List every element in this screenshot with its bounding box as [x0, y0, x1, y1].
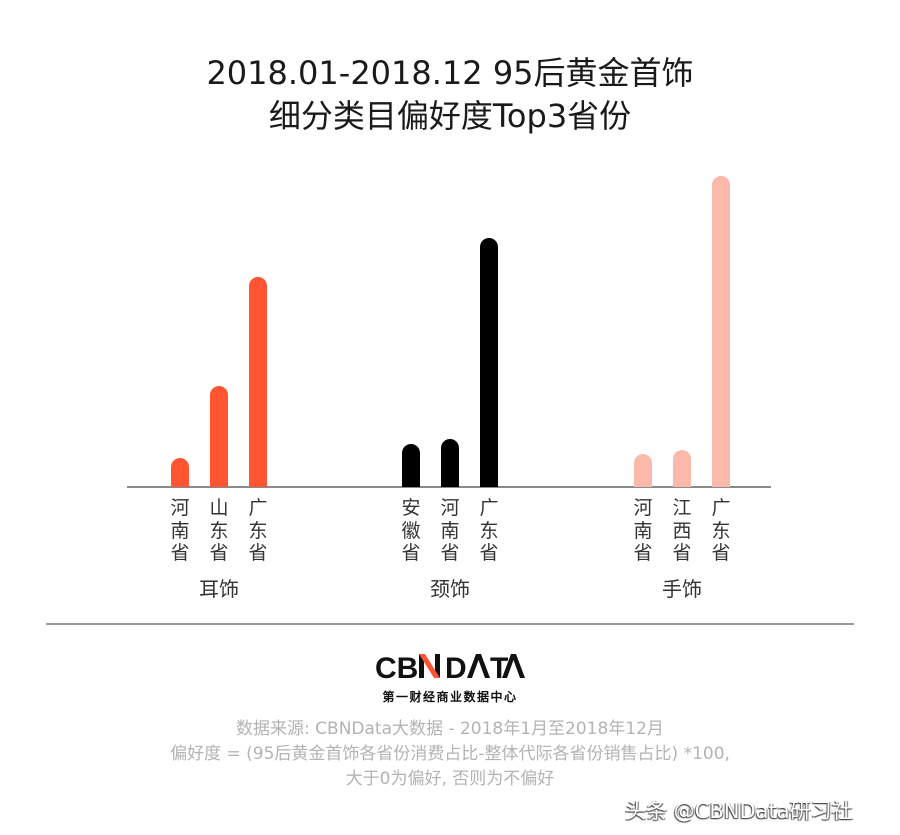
svg-text:D: D	[445, 652, 467, 684]
bar-earrings-1	[210, 386, 228, 487]
bar-bracelet-0	[634, 454, 652, 487]
category-label-necklace: 颈饰	[430, 577, 470, 601]
province-label-earrings-2: 广东省	[248, 497, 268, 564]
bar-necklace-2	[480, 238, 498, 487]
bar-necklace-1	[441, 439, 459, 487]
bar-bracelet-2	[712, 176, 730, 487]
province-label-bracelet-2: 广东省	[711, 497, 731, 564]
bar-earrings-2	[249, 277, 267, 487]
bar-earrings-0	[171, 458, 189, 487]
category-label-earrings: 耳饰	[199, 577, 239, 601]
province-label-earrings-1: 山东省	[209, 497, 229, 564]
formula-note: 偏好度 = (95后黄金首饰各省份消费占比-整体代际各省份销售占比) *100,	[170, 744, 730, 764]
data-source-note: 数据来源: CBNData大数据 - 2018年1月至2018年12月	[236, 719, 664, 739]
explanation-note: 大于0为偏好, 否则为不偏好	[345, 769, 555, 789]
cbndata-logo-icon: CB D T	[375, 652, 525, 685]
province-label-bracelet-1: 江西省	[672, 497, 692, 564]
bar-bracelet-1	[673, 450, 691, 487]
province-label-bracelet-0: 河南省	[633, 497, 653, 564]
x-axis-line	[127, 486, 771, 488]
province-label-necklace-2: 广东省	[479, 497, 499, 564]
logo-subtitle: 第一财经商业数据中心	[382, 690, 518, 704]
chart-title-line1: 2018.01-2018.12 95后黄金首饰	[206, 54, 694, 92]
bar-necklace-0	[402, 444, 420, 487]
watermark: 头条 @CBNData研习社	[625, 799, 853, 823]
cbndata-logo: CB D T	[0, 650, 900, 688]
svg-text:CB: CB	[375, 652, 418, 684]
category-label-bracelet: 手饰	[662, 577, 702, 601]
divider	[46, 623, 854, 625]
province-label-earrings-0: 河南省	[170, 497, 190, 564]
svg-text:T: T	[490, 652, 508, 684]
province-label-necklace-1: 河南省	[440, 497, 460, 564]
chart-title-line2: 细分类目偏好度Top3省份	[268, 97, 632, 135]
province-label-necklace-0: 安徽省	[401, 497, 421, 564]
